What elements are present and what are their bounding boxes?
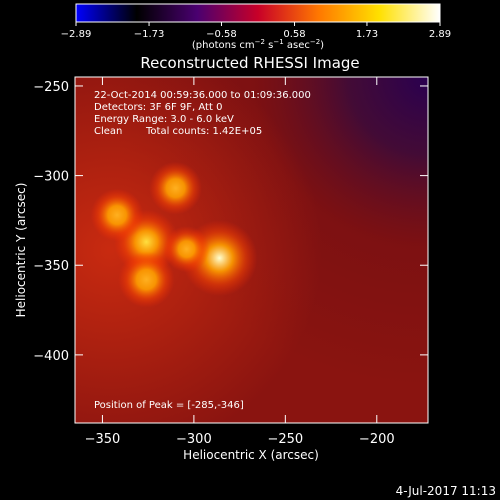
y-tick-label: −300 bbox=[33, 170, 69, 185]
emission-sources bbox=[90, 161, 258, 308]
colorbar-tick-label: −2.89 bbox=[61, 29, 92, 40]
colorbar-frame bbox=[75, 3, 441, 23]
colorbar-tick-label: 0.58 bbox=[283, 29, 305, 40]
colorbar-tick-label: −1.73 bbox=[134, 29, 165, 40]
chart-title: Reconstructed RHESSI Image bbox=[140, 54, 359, 72]
colorbar-ticks: −2.89 −1.73 −0.58 0.58 1.73 2.89 bbox=[61, 22, 451, 40]
method-text: Clean bbox=[94, 126, 122, 137]
footer-date: 4-Jul-2017 11:13 bbox=[396, 484, 496, 498]
y-tick-label: −350 bbox=[33, 259, 69, 274]
x-tick-label: −250 bbox=[267, 432, 303, 447]
y-axis-label: Heliocentric Y (arcsec) bbox=[14, 183, 28, 318]
emission-source bbox=[118, 251, 175, 308]
colorbar-tick-label: 1.73 bbox=[356, 29, 378, 40]
detectors-text: Detectors: 3F 6F 9F, Att 0 bbox=[94, 102, 222, 113]
x-axis-label: Heliocentric X (arcsec) bbox=[183, 448, 319, 462]
x-tick-label: −300 bbox=[176, 432, 212, 447]
colorbar-unit-label: (photons cm−2 s−1 asec−2) bbox=[192, 38, 324, 51]
y-tick-label: −400 bbox=[33, 349, 69, 364]
y-tick-label: −250 bbox=[33, 80, 69, 95]
axis-ticks bbox=[75, 77, 428, 423]
colorbar-tick-label: 2.89 bbox=[429, 29, 451, 40]
emission-source bbox=[90, 188, 144, 242]
colorbar: −2.89 −1.73 −0.58 0.58 1.73 2.89 (photons cm−… bbox=[61, 3, 451, 51]
axis-tick-labels: −350 −300 −250 −200 −250 −300 −350 −400 bbox=[33, 80, 394, 447]
plot-area bbox=[75, 77, 428, 423]
plot-frame bbox=[74, 76, 429, 424]
peak-position-text: Position of Peak = [-285,-346] bbox=[94, 400, 244, 411]
x-tick-label: −350 bbox=[85, 432, 121, 447]
colorbar-strip bbox=[76, 4, 440, 22]
colorbar-tick-label: −0.58 bbox=[206, 29, 237, 40]
energy-range-text: Energy Range: 3.0 - 6.0 keV bbox=[94, 114, 234, 125]
emission-source bbox=[149, 161, 202, 215]
total-counts-text: Total counts: 1.42E+05 bbox=[145, 126, 262, 137]
emission-source bbox=[163, 226, 210, 273]
image-annotations: 22-Oct-2014 00:59:36.000 to 01:09:36.000… bbox=[94, 90, 311, 411]
time-range-text: 22-Oct-2014 00:59:36.000 to 01:09:36.000 bbox=[94, 90, 311, 101]
x-tick-label: −200 bbox=[359, 432, 395, 447]
